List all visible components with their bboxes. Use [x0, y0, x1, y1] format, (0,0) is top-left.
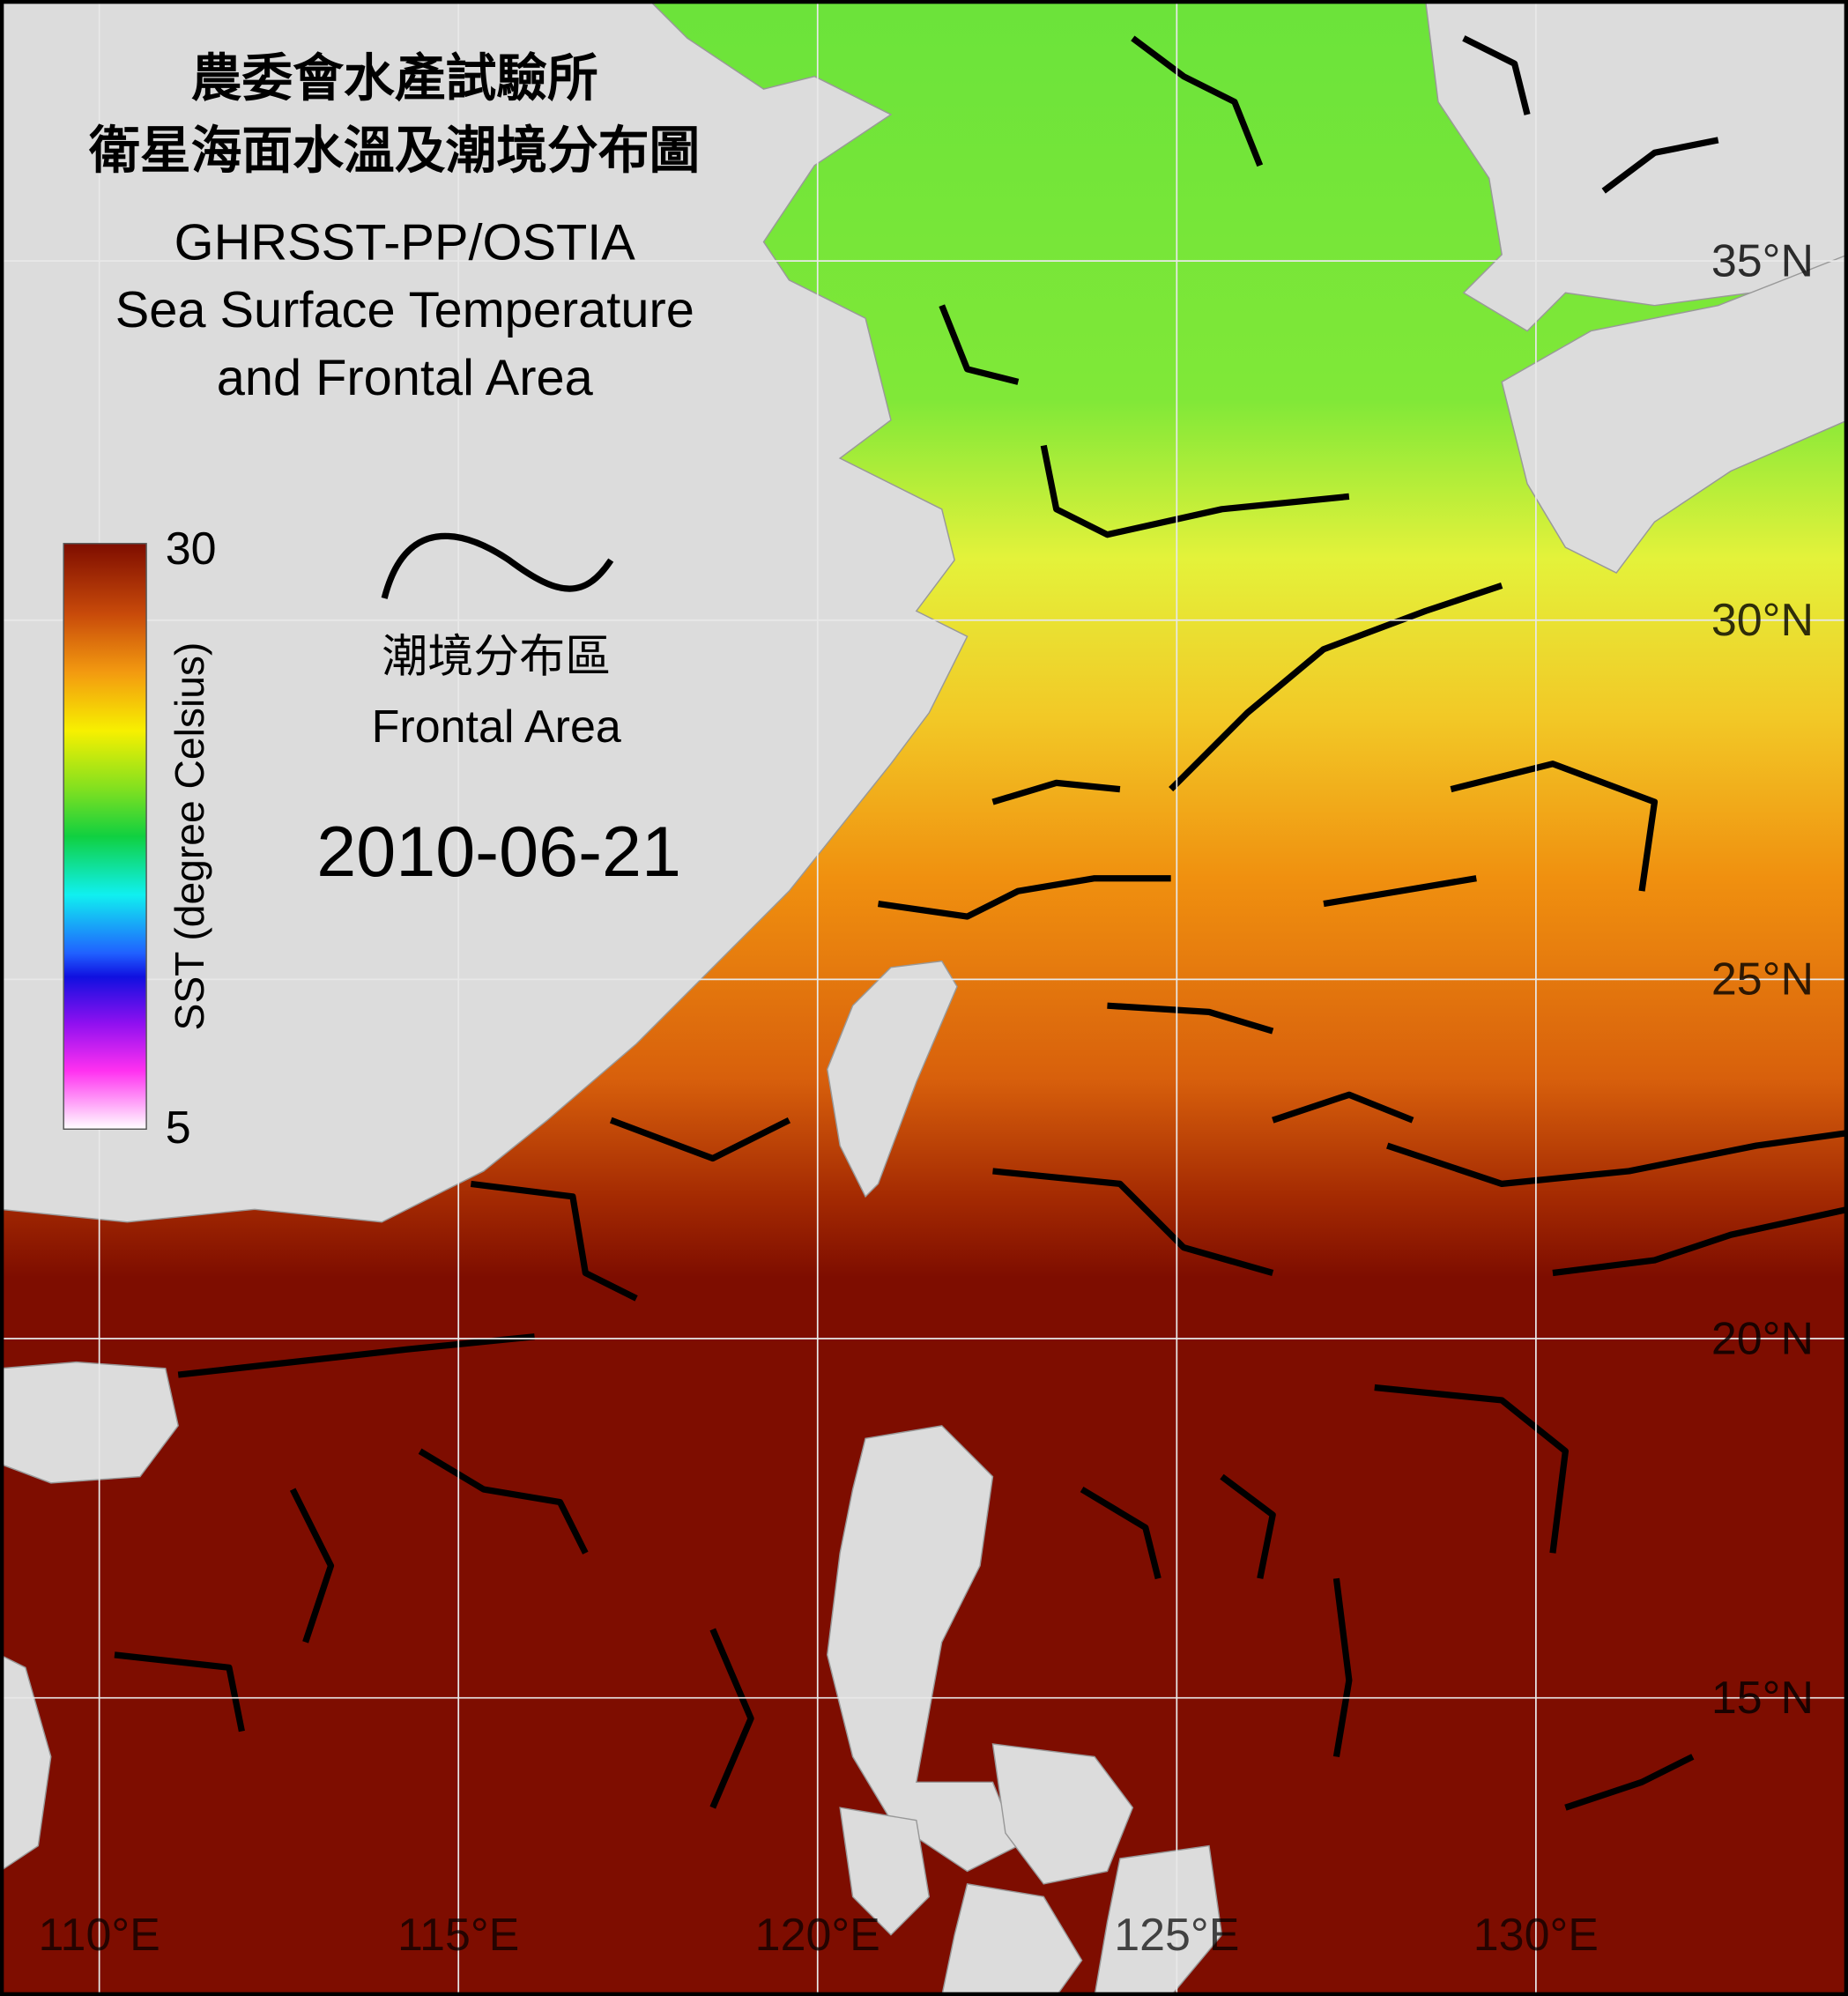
lon-label: 125°E — [1114, 1910, 1239, 1961]
front-line — [114, 1651, 245, 1733]
front-line — [289, 1488, 335, 1644]
colorbar-max: 30 — [166, 523, 217, 575]
mindoro — [839, 1807, 931, 1936]
title-line: 農委會水產試驗所 — [191, 50, 598, 107]
samar-leyte — [1094, 1844, 1223, 1996]
front-line — [709, 1628, 754, 1809]
china-mainland — [0, 0, 969, 1223]
lat-label: 30°N — [1711, 595, 1814, 646]
vietnam — [0, 1654, 52, 1873]
colorbar-min: 5 — [166, 1102, 191, 1154]
mindanao — [940, 1883, 1083, 1996]
front-line — [1080, 1486, 1161, 1580]
front-line — [609, 1117, 791, 1162]
front-line — [1462, 35, 1531, 115]
front-line — [470, 1180, 638, 1302]
front-line — [1323, 875, 1477, 908]
front-line — [1040, 444, 1350, 538]
front-line — [1332, 1577, 1353, 1758]
front-line — [992, 1168, 1274, 1276]
lon-label: 110°E — [38, 1910, 160, 1961]
front-line — [418, 1448, 589, 1555]
front-line — [877, 875, 1171, 920]
title-line: GHRSST-PP/OSTIA — [174, 215, 636, 271]
front-line — [939, 304, 1020, 385]
colorbar-label: SST (degree Celsius) — [167, 642, 212, 1031]
visayas — [991, 1743, 1134, 1885]
front-line — [991, 779, 1121, 805]
title-line: 衛星海面水溫及潮境分布圖 — [88, 123, 700, 180]
front-line — [1169, 582, 1503, 792]
front-line — [1374, 1384, 1569, 1554]
legend-en: Frontal Area — [372, 701, 621, 753]
front-line — [1386, 1130, 1848, 1188]
date: 2010-06-21 — [316, 812, 681, 892]
lon-label: 120°E — [755, 1910, 880, 1961]
taiwan — [826, 960, 958, 1198]
title-line: and Frontal Area — [217, 350, 594, 406]
front-line — [1552, 1206, 1848, 1277]
lat-label: 15°N — [1711, 1673, 1814, 1724]
front-line — [1450, 761, 1659, 892]
lon-label: 130°E — [1473, 1910, 1599, 1961]
front-line — [1131, 35, 1264, 167]
lat-label: 20°N — [1711, 1313, 1814, 1364]
frontal-lines — [114, 35, 1848, 1811]
lat-label: 35°N — [1711, 235, 1814, 286]
japan — [1501, 254, 1848, 574]
hainan — [0, 1361, 179, 1484]
front-line — [1272, 1091, 1414, 1124]
front-line — [1564, 1754, 1695, 1811]
front-line — [1107, 1002, 1274, 1035]
legend-symbol — [381, 532, 614, 599]
lon-label: 115°E — [397, 1910, 519, 1961]
lat-label: 25°N — [1711, 954, 1814, 1005]
colorbar — [63, 543, 147, 1131]
front-line — [177, 1333, 535, 1378]
legend-zh: 潮境分布區 — [382, 632, 611, 683]
front-line — [1601, 137, 1719, 194]
title-line: Sea Surface Temperature — [115, 282, 694, 338]
front-line — [1220, 1473, 1276, 1579]
